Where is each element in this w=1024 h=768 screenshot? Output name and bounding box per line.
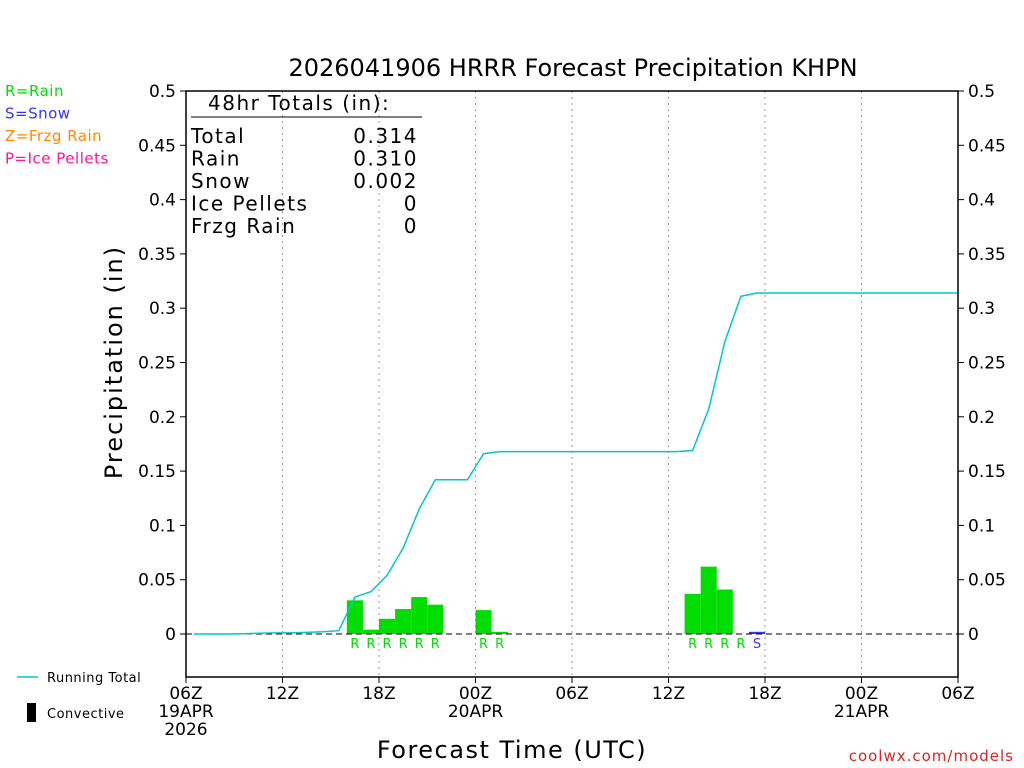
totals-box: 48hr Totals (in): Total 0.314 Rain 0.310 Snow…	[190, 91, 422, 238]
bar-type-label: R	[431, 637, 440, 652]
y-tick-label: 0.15	[138, 462, 176, 482]
totals-row-value: 0.314	[353, 124, 418, 148]
y-axis-right: 0 0.05 0.1 0.15 0.2 0.25 0.3 0.35 0.4 0.45 0.5	[958, 82, 1006, 645]
totals-row-label: Rain	[191, 147, 241, 171]
x-tick-label: 18Z	[748, 684, 781, 704]
y-tick-label: 0.35	[138, 245, 176, 265]
x-tick-label: 19APR	[158, 702, 214, 722]
x-tick-label: 12Z	[266, 684, 299, 704]
x-tick-label: 00Z	[459, 684, 492, 704]
totals-row-value: 0.002	[353, 169, 418, 193]
x-axis-label: Forecast Time (UTC)	[377, 736, 647, 764]
bar-type-label: R	[415, 637, 424, 652]
bar-type-label: R	[688, 637, 697, 652]
bar-type-label: R	[383, 637, 392, 652]
totals-row-label: Frzg Rain	[191, 214, 296, 238]
precip-bar	[427, 604, 444, 634]
y-tick-label: 0.1	[968, 516, 995, 536]
y-tick-label: 0	[165, 625, 176, 645]
precip-bar	[395, 609, 412, 634]
type-legend-entry: S=Snow	[5, 105, 71, 123]
y-tick-label: 0.15	[968, 462, 1006, 482]
bar-type-label: R	[720, 637, 729, 652]
type-legend-entry: P=Ice Pellets	[5, 150, 109, 168]
x-tick-label: 06Z	[169, 684, 202, 704]
bar-type-label: R	[350, 637, 359, 652]
x-tick-label: 18Z	[362, 684, 395, 704]
series-legend: Running Total Convective	[17, 671, 141, 722]
x-tick-label: 06Z	[555, 684, 588, 704]
convective-legend-label: Convective	[47, 707, 125, 722]
totals-row-label: Ice Pellets	[191, 192, 308, 216]
y-tick-label: 0.35	[968, 245, 1006, 265]
bar-type-label: R	[366, 637, 375, 652]
precip-bar	[362, 629, 379, 634]
y-tick-label: 0.25	[138, 354, 176, 374]
y-axis-label: Precipitation (in)	[100, 245, 128, 479]
totals-row-value: 0	[404, 214, 418, 238]
bar-type-label: R	[736, 637, 745, 652]
x-tick-label: 2026	[164, 720, 207, 740]
y-tick-label: 0.45	[968, 136, 1006, 156]
precip-bar	[346, 600, 363, 634]
y-tick-label: 0.25	[968, 354, 1006, 374]
totals-row-value: 0	[404, 192, 418, 216]
bar-type-label: S	[753, 637, 761, 652]
chart-title: 2026041906 HRRR Forecast Precipitation K…	[288, 54, 857, 82]
precip-bar	[379, 618, 396, 634]
y-tick-label: 0.4	[968, 191, 995, 211]
type-legend-entry: Z=Frzg Rain	[5, 127, 102, 145]
y-tick-label: 0.1	[149, 516, 176, 536]
y-tick-label: 0	[968, 625, 979, 645]
x-tick-label: 20APR	[448, 702, 504, 722]
grid-lines	[282, 91, 862, 677]
precip-type-legend: R=Rain S=Snow Z=Frzg Rain P=Ice Pellets	[5, 82, 109, 168]
precip-bars	[346, 566, 765, 634]
bar-type-label: R	[495, 637, 504, 652]
precip-bar	[716, 589, 733, 634]
y-tick-label: 0.2	[968, 408, 995, 428]
totals-box-header: 48hr Totals (in):	[208, 91, 390, 115]
y-tick-label: 0.2	[149, 408, 176, 428]
x-tick-label: 21APR	[834, 702, 890, 722]
y-tick-label: 0.05	[138, 571, 176, 591]
precip-bar	[700, 566, 717, 634]
y-tick-label: 0.5	[968, 82, 995, 102]
convective-legend-swatch	[27, 703, 36, 722]
type-legend-entry: R=Rain	[5, 82, 64, 100]
y-tick-label: 0.05	[968, 571, 1006, 591]
running-total-line	[194, 292, 958, 635]
precip-bar	[748, 631, 765, 634]
bar-type-label: R	[704, 637, 713, 652]
totals-row-label: Total	[190, 124, 245, 148]
x-tick-label: 12Z	[652, 684, 685, 704]
y-tick-label: 0.5	[149, 82, 176, 102]
y-tick-label: 0.45	[138, 136, 176, 156]
y-tick-label: 0.3	[968, 299, 995, 319]
y-tick-label: 0.3	[149, 299, 176, 319]
precip-bar	[411, 597, 428, 634]
x-tick-label: 00Z	[845, 684, 878, 704]
precip-bar	[684, 593, 701, 634]
y-tick-label: 0.4	[149, 191, 176, 211]
running-total-legend-label: Running Total	[47, 671, 141, 686]
precip-bar	[475, 610, 492, 634]
precip-bar	[491, 631, 508, 634]
bar-type-label: R	[479, 637, 488, 652]
credit-text: coolwx.com/models	[849, 747, 1014, 765]
totals-row-label: Snow	[191, 169, 251, 193]
y-axis-left: 0 0.05 0.1 0.15 0.2 0.25 0.3 0.35 0.4 0.45 0.5	[138, 82, 186, 645]
totals-row-value: 0.310	[353, 147, 418, 171]
x-tick-label: 06Z	[941, 684, 974, 704]
bar-type-label: R	[399, 637, 408, 652]
